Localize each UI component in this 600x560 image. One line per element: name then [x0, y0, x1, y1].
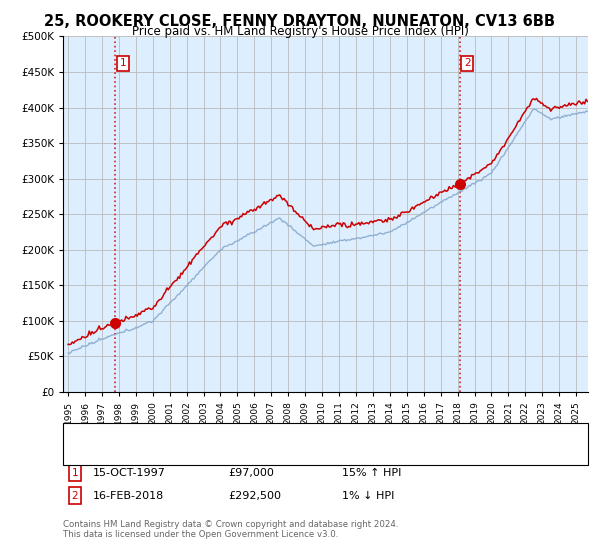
Text: 1% ↓ HPI: 1% ↓ HPI — [342, 491, 394, 501]
Text: 25, ROOKERY CLOSE, FENNY DRAYTON, NUNEATON, CV13 6BB: 25, ROOKERY CLOSE, FENNY DRAYTON, NUNEAT… — [44, 14, 556, 29]
Text: Contains HM Land Registry data © Crown copyright and database right 2024.
This d: Contains HM Land Registry data © Crown c… — [63, 520, 398, 539]
Text: 25, ROOKERY CLOSE, FENNY DRAYTON, NUNEATON, CV13 6BB (detached house): 25, ROOKERY CLOSE, FENNY DRAYTON, NUNEAT… — [96, 428, 490, 438]
Text: 15% ↑ HPI: 15% ↑ HPI — [342, 468, 401, 478]
Text: 2: 2 — [71, 491, 79, 501]
Text: 1: 1 — [71, 468, 79, 478]
Text: Price paid vs. HM Land Registry's House Price Index (HPI): Price paid vs. HM Land Registry's House … — [131, 25, 469, 38]
Text: ——: —— — [70, 426, 95, 440]
Text: 16-FEB-2018: 16-FEB-2018 — [93, 491, 164, 501]
Text: 2: 2 — [464, 58, 470, 68]
Text: 15-OCT-1997: 15-OCT-1997 — [93, 468, 166, 478]
Text: ——: —— — [70, 445, 95, 459]
Text: 1: 1 — [119, 58, 126, 68]
Text: £292,500: £292,500 — [228, 491, 281, 501]
Text: £97,000: £97,000 — [228, 468, 274, 478]
Text: HPI: Average price, detached house, Hinckley and Bosworth: HPI: Average price, detached house, Hinc… — [96, 447, 389, 457]
